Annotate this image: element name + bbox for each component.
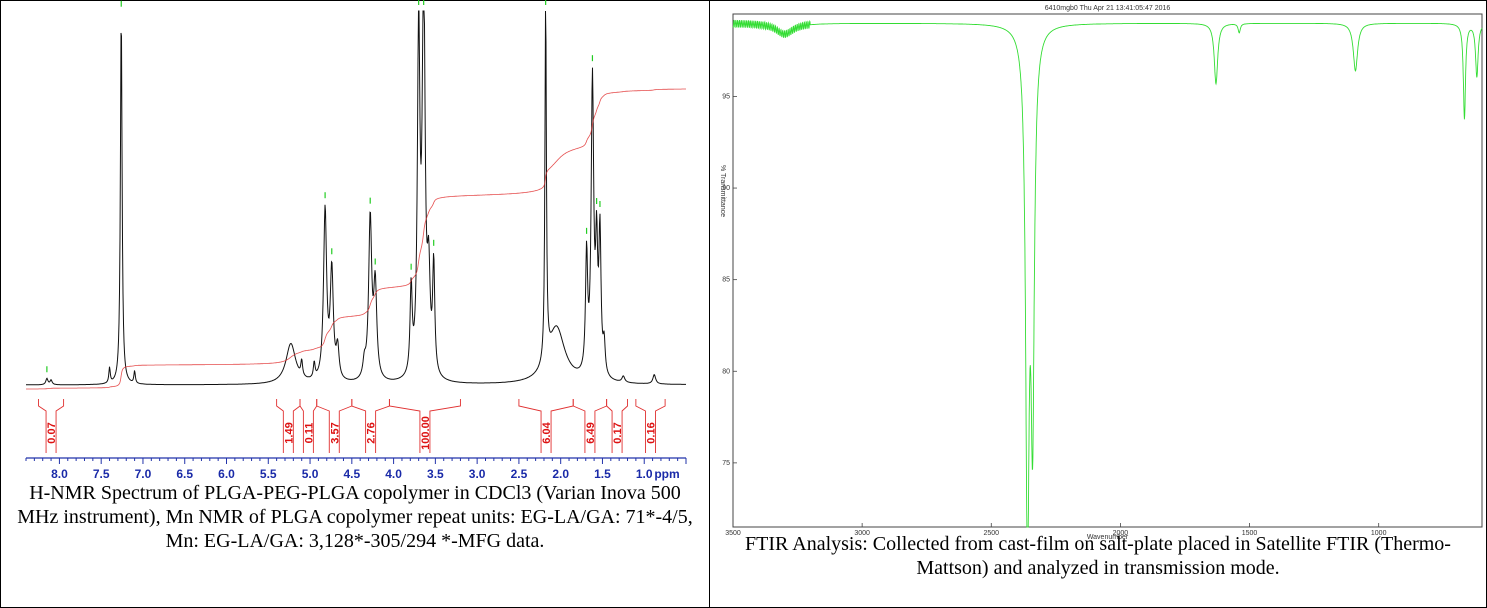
nmr-x-tick-label: 8.0	[51, 467, 68, 481]
nmr-integral-bracket: 3.57	[316, 399, 353, 453]
nmr-integral-bracket: 0.17	[606, 399, 628, 453]
nmr-integral-value: 0.11	[303, 423, 315, 444]
nmr-x-tick-label: 2.5	[511, 467, 528, 481]
nmr-x-tick-label: 1.5	[594, 467, 611, 481]
nmr-integral-value: 0.16	[645, 422, 657, 443]
nmr-integral-value: 2.76	[366, 422, 378, 443]
nmr-panel: 0.07 1.49 0.11 3.57 2.76 100.00 6.04 6.49 0.17 0.…	[1, 0, 710, 607]
nmr-integral-bracket: 6.04	[518, 399, 574, 453]
nmr-x-tick-label: 3.5	[427, 467, 444, 481]
nmr-x-tick-label: 6.0	[218, 467, 235, 481]
nmr-x-tick-label: 5.0	[302, 467, 319, 481]
nmr-integral-bracket: 6.49	[572, 399, 608, 453]
nmr-integral-bracket-line	[388, 399, 461, 453]
nmr-integral-value: 0.17	[612, 422, 624, 443]
nmr-integral-bracket-line	[635, 399, 666, 453]
nmr-x-tick-label: 2.0	[552, 467, 569, 481]
ftir-chart: 6410mgb0 Thu Apr 21 13:41:05:47 2016 95 90…	[719, 5, 1483, 541]
ftir-y-axis-label: % Transmittance	[719, 165, 726, 217]
ftir-x-tick-label: 1500	[1242, 530, 1258, 537]
nmr-integral-value: 6.04	[541, 421, 553, 443]
nmr-chart: 0.07 1.49 0.11 3.57 2.76 100.00 6.04 6.49 0.17 0.…	[25, 0, 687, 481]
nmr-x-tick-label: 3.0	[469, 467, 486, 481]
ftir-title: 6410mgb0 Thu Apr 21 13:41:05:47 2016	[1045, 5, 1171, 12]
nmr-caption: H-NMR Spectrum of PLGA-PEG-PLGA copolyme…	[17, 482, 693, 552]
ftir-x-tick-label: 2500	[983, 530, 999, 537]
nmr-integral-bracket: 100.00	[388, 399, 461, 453]
nmr-x-tick-label: 1.0	[636, 467, 653, 481]
ftir-x-tick-label: 1000	[1371, 530, 1387, 537]
ftir-y-tick-label: 95	[722, 93, 730, 100]
ftir-y-tick-label: 80	[722, 368, 730, 375]
nmr-integral-curve	[26, 88, 686, 390]
nmr-integral-value: 1.49	[283, 422, 295, 443]
ftir-caption: FTIR Analysis: Collected from cast-film …	[745, 533, 1451, 579]
ftir-x-tick-label: 2000	[1113, 530, 1129, 537]
nmr-integral-bracket: 0.07	[38, 399, 65, 453]
nmr-x-tick-label: 7.5	[93, 467, 110, 481]
nmr-integral-value: 6.49	[585, 422, 597, 443]
nmr-x-tick-label: 5.5	[260, 467, 277, 481]
ftir-y-tick-label: 75	[722, 460, 730, 467]
nmr-integral-bracket: 2.76	[351, 399, 390, 453]
ftir-x-tick-label: 3000	[854, 530, 870, 537]
ftir-x-axis-label: Wavenumber	[1087, 534, 1129, 541]
ftir-panel: 6410mgb0 Thu Apr 21 13:41:05:47 2016 95 90…	[710, 1, 1486, 607]
nmr-x-tick-label: 4.0	[385, 467, 402, 481]
nmr-integral-value: 0.07	[46, 422, 58, 443]
nmr-x-tick-label: 4.5	[343, 467, 360, 481]
nmr-spectrum-line	[26, 10, 686, 386]
ftir-y-tick-label: 90	[722, 185, 730, 192]
ftir-x-tick-label: 3500	[725, 530, 741, 537]
nmr-integral-value: 100.00	[420, 416, 432, 450]
ftir-plot-border	[732, 13, 1483, 528]
nmr-integral-bracket: 0.16	[635, 399, 666, 453]
nmr-x-tick-label: 7.0	[135, 467, 152, 481]
nmr-integral-bracket-line	[606, 399, 628, 453]
nmr-x-tick-label: 6.5	[176, 467, 193, 481]
nmr-integral-bracket: 0.11	[299, 399, 318, 453]
nmr-integral-bracket-line	[38, 399, 65, 453]
nmr-integral-bracket: 1.49	[276, 399, 301, 453]
ftir-transmittance-line	[732, 19, 1483, 528]
nmr-x-axis-label: ppm	[654, 467, 679, 481]
ftir-y-tick-label: 85	[722, 277, 730, 284]
nmr-integral-value: 3.57	[329, 422, 341, 443]
